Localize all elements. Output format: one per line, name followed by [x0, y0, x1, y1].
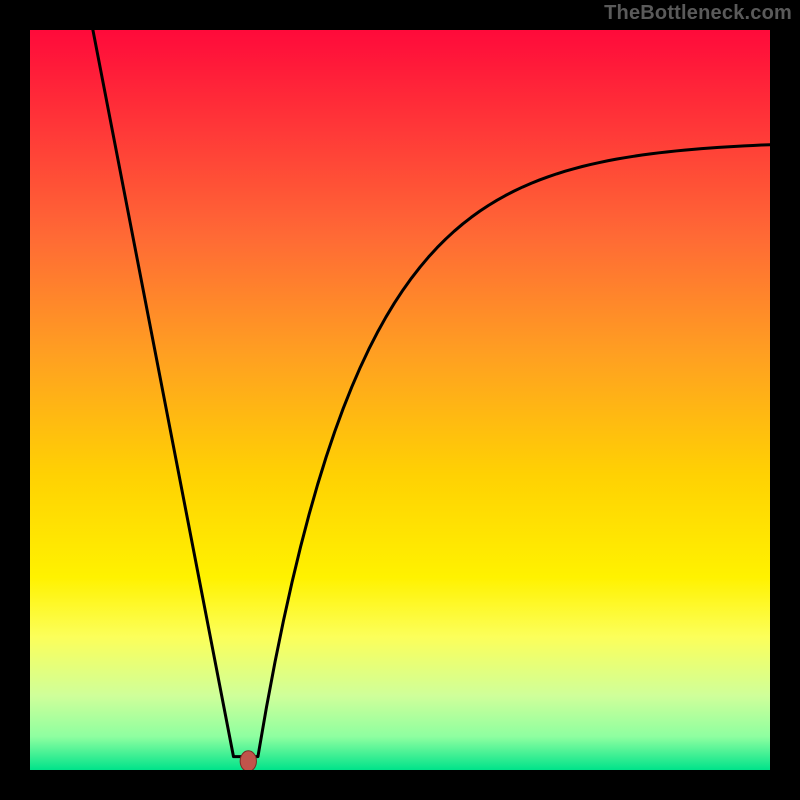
plot-area [30, 30, 770, 770]
chart-frame: TheBottleneck.com [0, 0, 800, 800]
bottleneck-chart [30, 30, 770, 770]
optimum-marker [240, 751, 256, 770]
gradient-background [30, 30, 770, 770]
watermark-text: TheBottleneck.com [604, 2, 792, 25]
